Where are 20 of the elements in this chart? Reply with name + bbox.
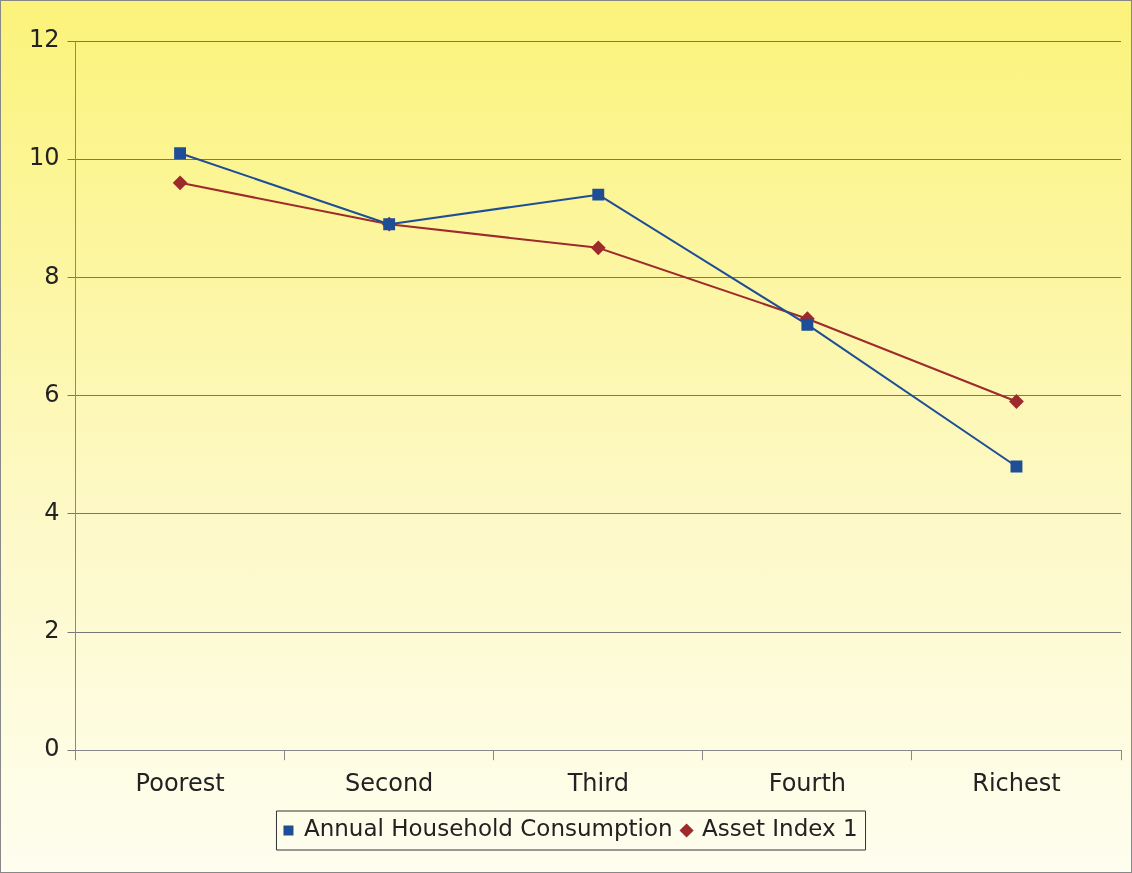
y-tick-label: 12 [28, 25, 60, 54]
point [1009, 394, 1024, 409]
x-tick-label: Third [566, 768, 629, 797]
x-tick-label: Fourth [768, 768, 847, 797]
y-tick-label: 6 [44, 379, 60, 408]
x-tick-label: Second [345, 768, 434, 797]
point [174, 147, 187, 160]
point [801, 318, 814, 331]
point [592, 188, 605, 201]
legend-label: Asset Index 1 [702, 815, 858, 842]
y-tick-label: 10 [28, 143, 60, 172]
y-tick-label: 8 [44, 261, 60, 290]
y-tick-label: 0 [44, 734, 60, 763]
point [591, 240, 606, 255]
x-tick-label: Poorest [135, 768, 225, 797]
y-tick-label: 2 [44, 616, 60, 645]
point [173, 175, 188, 190]
legend-label: Annual Household Consumption [303, 815, 673, 842]
y-tick-label: 4 [44, 498, 60, 527]
x-tick-label: Richest [972, 768, 1061, 797]
